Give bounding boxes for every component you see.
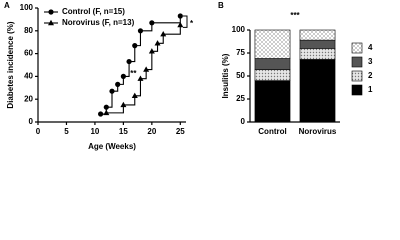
marker-circle: [109, 88, 115, 94]
marker-circle: [120, 73, 126, 79]
x-tick-label: 20: [147, 127, 156, 136]
marker-triangle: [143, 66, 150, 72]
marker-circle: [98, 111, 104, 117]
bar-segment: [299, 48, 336, 60]
y-tick-label: 40: [24, 72, 33, 81]
marker-circle: [177, 13, 183, 19]
legend-marker: [48, 9, 54, 15]
annotation: **: [130, 69, 137, 78]
marker-triangle: [177, 21, 184, 28]
y-axis-label: Insulitis (%): [221, 53, 230, 98]
legend-swatch: [351, 56, 363, 68]
bar-segment: [254, 58, 291, 70]
chart-title: ***: [290, 11, 300, 20]
marker-circle: [137, 28, 144, 34]
marker-triangle: [137, 75, 144, 81]
step-line: [100, 15, 181, 115]
marker-triangle: [120, 101, 127, 108]
legend-label: Norovirus (F, n=13): [62, 18, 135, 27]
legend-label: 4: [368, 43, 373, 52]
legend-swatch: [351, 42, 363, 54]
y-tick-label: 60: [24, 49, 33, 58]
y-tick-label: 0: [29, 117, 34, 126]
legend-swatch: [351, 70, 363, 82]
bar-segment: [254, 29, 291, 59]
x-tick-label: 0: [36, 127, 41, 136]
x-tick-label: 5: [64, 127, 69, 136]
marker-triangle: [131, 92, 138, 98]
legend-label: 1: [368, 85, 373, 94]
panel-label: B: [218, 1, 224, 10]
marker-circle: [103, 104, 109, 110]
legend-swatch: [351, 84, 363, 96]
x-tick-label: Control: [258, 127, 286, 136]
y-tick-label: 100: [232, 25, 246, 34]
y-tick-label: 75: [236, 48, 245, 57]
significance-bracket: [183, 15, 188, 28]
bar-segment: [254, 80, 291, 123]
bar-segment: [299, 29, 336, 41]
y-tick-label: 80: [24, 26, 33, 35]
bar-segment: [299, 59, 336, 123]
y-tick-label: 100: [20, 3, 34, 12]
legend-label: 3: [368, 57, 373, 66]
legend-label: 2: [368, 71, 373, 80]
x-tick-label: Norovirus: [299, 127, 337, 136]
y-tick-label: 25: [236, 94, 245, 103]
marker-circle: [126, 58, 132, 65]
x-axis-label: Age (Weeks): [88, 142, 136, 151]
marker-triangle: [154, 40, 161, 46]
x-tick-label: 25: [176, 127, 185, 136]
panel-label: A: [4, 1, 10, 10]
x-tick-label: 15: [119, 127, 128, 136]
marker-circle: [115, 81, 121, 87]
y-tick-label: 50: [236, 71, 245, 80]
marker-circle: [149, 20, 155, 26]
y-tick-label: 20: [24, 94, 33, 103]
annotation: *: [190, 19, 194, 28]
y-axis-label: Diabetes incidence (%): [6, 21, 15, 108]
legend-label: Control (F, n=15): [62, 7, 125, 16]
marker-triangle: [160, 31, 167, 37]
marker-circle: [132, 43, 138, 49]
x-tick-label: 10: [90, 127, 99, 136]
marker-triangle: [103, 109, 110, 116]
marker-triangle: [148, 48, 155, 54]
y-tick-label: 0: [241, 117, 246, 126]
legend-marker: [48, 19, 54, 26]
bar-segment: [299, 39, 336, 49]
bar-segment: [254, 69, 291, 81]
step-line: [106, 25, 181, 114]
